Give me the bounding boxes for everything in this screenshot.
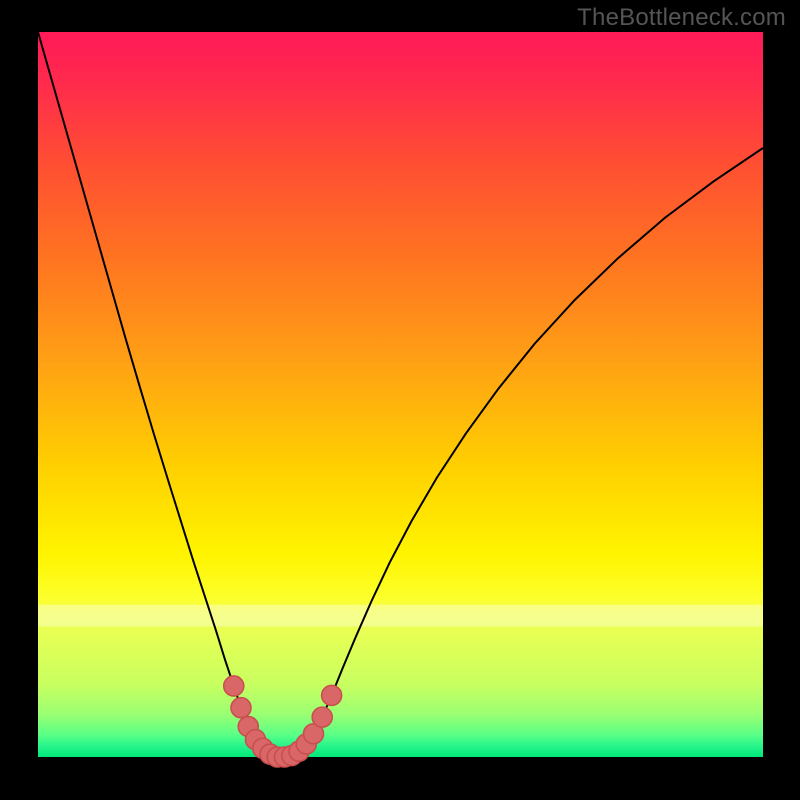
plot-area (38, 32, 763, 757)
plot-frame (38, 32, 763, 757)
marker-dot (224, 676, 244, 696)
marker-dot (312, 707, 332, 727)
plot-desat-band (38, 605, 763, 627)
plot-svg (38, 32, 763, 757)
marker-dot (231, 698, 251, 718)
marker-dot (322, 685, 342, 705)
watermark-text: TheBottleneck.com (577, 4, 786, 32)
plot-background (38, 32, 763, 757)
